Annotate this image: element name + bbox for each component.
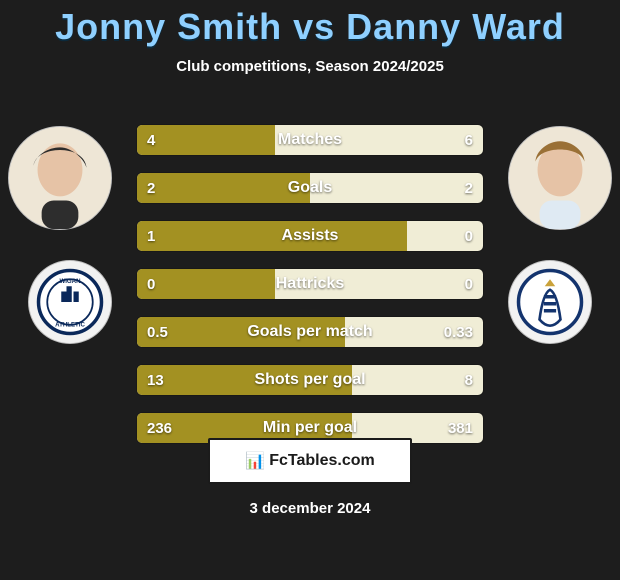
stat-label: Shots per goal <box>137 365 483 395</box>
page-title: Jonny Smith vs Danny Ward <box>0 0 620 48</box>
svg-text:WIGAN: WIGAN <box>59 278 80 285</box>
stat-row: 22Goals <box>136 172 484 204</box>
avatar-right <box>508 126 612 230</box>
club-crest-left: WIGAN ATHLETIC <box>28 260 112 344</box>
stat-row: 10Assists <box>136 220 484 252</box>
avatar-left <box>8 126 112 230</box>
comparison-card: Jonny Smith vs Danny Ward Club competiti… <box>0 0 620 580</box>
brand-text: FcTables.com <box>269 452 375 470</box>
stat-row: 138Shots per goal <box>136 364 484 396</box>
svg-text:ATHLETIC: ATHLETIC <box>55 322 85 329</box>
brand-badge[interactable]: 📊 FcTables.com <box>208 438 412 484</box>
crest-icon: WIGAN ATHLETIC <box>35 267 105 337</box>
stat-label: Goals <box>137 173 483 203</box>
club-crest-right <box>508 260 592 344</box>
crest-icon <box>515 267 585 337</box>
stat-label: Assists <box>137 221 483 251</box>
page-subtitle: Club competitions, Season 2024/2025 <box>0 58 620 75</box>
stat-row: 0.50.33Goals per match <box>136 316 484 348</box>
stat-row: 46Matches <box>136 124 484 156</box>
chart-icon: 📊 <box>245 451 263 471</box>
stat-label: Hattricks <box>137 269 483 299</box>
stat-label: Matches <box>137 125 483 155</box>
footer-date: 3 december 2024 <box>0 500 620 517</box>
stat-bars: 46Matches 22Goals 10Assists 00Hattricks 0.50… <box>136 124 484 460</box>
person-icon <box>9 127 111 229</box>
stat-label: Goals per match <box>137 317 483 347</box>
person-icon <box>509 127 611 229</box>
stat-row: 00Hattricks <box>136 268 484 300</box>
